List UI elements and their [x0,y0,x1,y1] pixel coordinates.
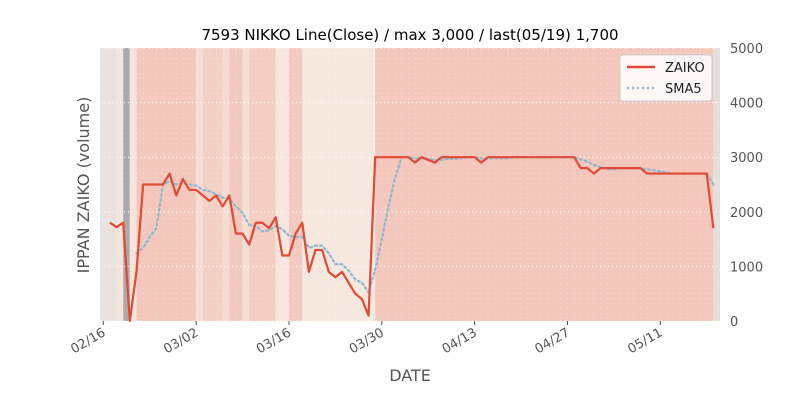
background-band [202,48,223,321]
y-tick-label: 5000 [730,42,763,57]
background-band [242,48,250,321]
background-band [288,48,303,321]
background-band [196,48,203,321]
background-band [222,48,230,321]
legend-label-zaiko: ZAIKO [665,61,705,76]
background-band [302,48,376,321]
x-tick-label: 04/27 [533,325,573,357]
x-tick-label: 03/02 [161,325,201,357]
x-axis-ticks: 02/16 03/02 03/16 03/30 04/13 04/27 05/11 [68,321,665,357]
y-tick-label: 1000 [730,260,763,275]
y-tick-label: 4000 [730,97,763,112]
x-tick-label: 03/30 [347,325,387,357]
legend: ZAIKO SMA5 [619,54,713,102]
x-tick-label: 03/16 [254,325,294,357]
x-tick-label: 04/13 [440,325,480,357]
chart-title: 7593 NIKKO Line(Close) / max 3,000 / las… [201,26,618,44]
background-band [123,48,130,321]
y-tick-label: 3000 [730,151,763,166]
x-tick-label: 05/11 [625,325,665,357]
background-band [713,48,720,321]
x-tick-label: 02/16 [68,325,108,357]
background-band [249,48,276,321]
background-band [275,48,289,321]
x-axis-label: DATE [389,366,431,385]
background-band [229,48,243,321]
grid-lines [100,47,720,322]
background-band [116,48,124,321]
y-tick-label: 0 [730,315,738,330]
background-band [103,48,117,321]
series-line-zaiko [109,156,715,323]
y-axis-label: IPPAN ZAIKO (volume) [74,97,93,274]
y-tick-label: 2000 [730,206,763,221]
y-axis-ticks: 0 1000 2000 3000 4000 5000 [730,42,763,330]
legend-label-sma5: SMA5 [665,82,702,97]
series-lines [109,156,715,323]
background-band [129,48,137,321]
